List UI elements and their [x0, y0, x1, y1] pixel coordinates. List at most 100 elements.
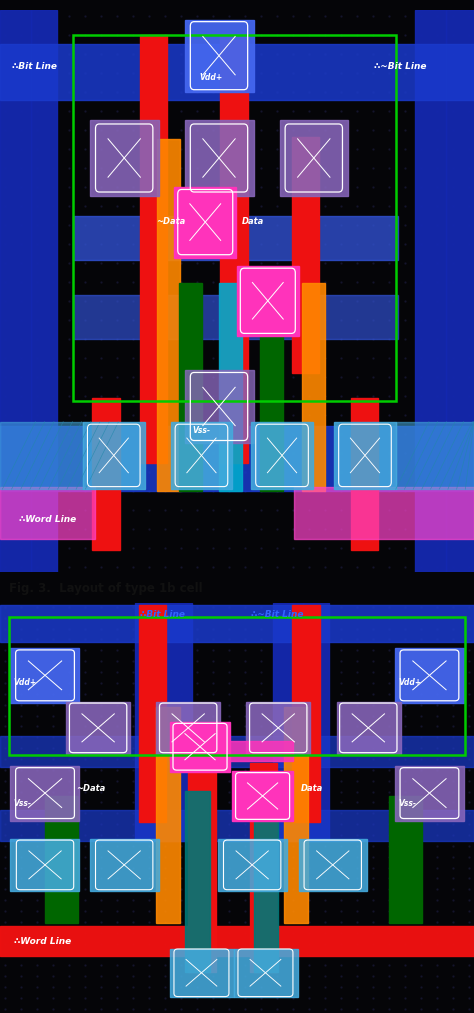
- Point: [97, 122, 105, 138]
- Bar: [170, 721, 230, 772]
- Point: [145, 697, 153, 713]
- Point: [433, 141, 441, 157]
- Point: [17, 697, 25, 713]
- Point: [65, 631, 73, 647]
- Point: [177, 859, 185, 875]
- Point: [385, 349, 393, 366]
- Point: [353, 925, 361, 941]
- Point: [385, 312, 393, 328]
- Point: [113, 330, 121, 346]
- Point: [49, 838, 56, 854]
- Point: [49, 84, 56, 100]
- Point: [1, 558, 9, 574]
- Point: [353, 621, 361, 637]
- Point: [1, 914, 9, 930]
- Point: [1, 751, 9, 767]
- Point: [257, 838, 265, 854]
- Point: [145, 198, 153, 214]
- Point: [289, 445, 297, 461]
- Point: [321, 369, 329, 385]
- Point: [33, 838, 41, 854]
- Point: [17, 729, 25, 746]
- Point: [337, 642, 345, 658]
- Point: [385, 686, 393, 702]
- Point: [33, 794, 41, 810]
- Point: [449, 406, 457, 422]
- Point: [81, 990, 89, 1006]
- Point: [257, 610, 265, 626]
- Point: [321, 482, 329, 498]
- Point: [113, 664, 121, 680]
- Point: [385, 892, 393, 909]
- Point: [449, 914, 457, 930]
- Point: [353, 312, 361, 328]
- Point: [401, 925, 409, 941]
- Point: [257, 805, 265, 822]
- Point: [49, 388, 56, 404]
- Point: [465, 254, 473, 270]
- Point: [129, 783, 137, 799]
- Point: [177, 870, 185, 886]
- Point: [177, 805, 185, 822]
- Point: [17, 274, 25, 290]
- Point: [369, 773, 377, 789]
- Bar: [251, 421, 313, 489]
- Point: [305, 122, 313, 138]
- Point: [449, 254, 457, 270]
- Point: [257, 558, 265, 574]
- Point: [465, 610, 473, 626]
- Point: [17, 599, 25, 615]
- Point: [289, 65, 297, 81]
- Point: [433, 642, 441, 658]
- Point: [145, 8, 153, 24]
- Point: [113, 274, 121, 290]
- Point: [321, 707, 329, 723]
- Point: [401, 141, 409, 157]
- Point: [65, 968, 73, 985]
- Point: [273, 783, 281, 799]
- Point: [209, 707, 217, 723]
- Point: [177, 425, 185, 442]
- Point: [225, 122, 233, 138]
- Point: [17, 870, 25, 886]
- Point: [17, 26, 25, 43]
- Point: [49, 783, 56, 799]
- Point: [241, 621, 249, 637]
- Point: [241, 783, 249, 799]
- Point: [49, 26, 56, 43]
- Point: [305, 816, 313, 833]
- Point: [241, 558, 249, 574]
- Point: [369, 198, 377, 214]
- Bar: [280, 120, 348, 196]
- Point: [369, 445, 377, 461]
- Point: [113, 198, 121, 214]
- Point: [401, 664, 409, 680]
- Point: [369, 946, 377, 962]
- Point: [305, 236, 313, 252]
- Point: [209, 482, 217, 498]
- Point: [145, 254, 153, 270]
- Point: [17, 254, 25, 270]
- Point: [353, 664, 361, 680]
- Point: [321, 274, 329, 290]
- Point: [433, 979, 441, 995]
- Point: [305, 707, 313, 723]
- Point: [129, 312, 137, 328]
- Point: [273, 642, 281, 658]
- Point: [209, 1001, 217, 1013]
- Point: [17, 751, 25, 767]
- Point: [145, 957, 153, 973]
- Point: [193, 697, 201, 713]
- Point: [465, 464, 473, 480]
- Point: [465, 65, 473, 81]
- Point: [353, 957, 361, 973]
- Point: [33, 236, 41, 252]
- Point: [321, 805, 329, 822]
- Point: [193, 102, 201, 119]
- Point: [193, 8, 201, 24]
- Point: [113, 849, 121, 865]
- Point: [369, 707, 377, 723]
- Point: [177, 707, 185, 723]
- Point: [385, 718, 393, 734]
- Bar: [273, 603, 303, 841]
